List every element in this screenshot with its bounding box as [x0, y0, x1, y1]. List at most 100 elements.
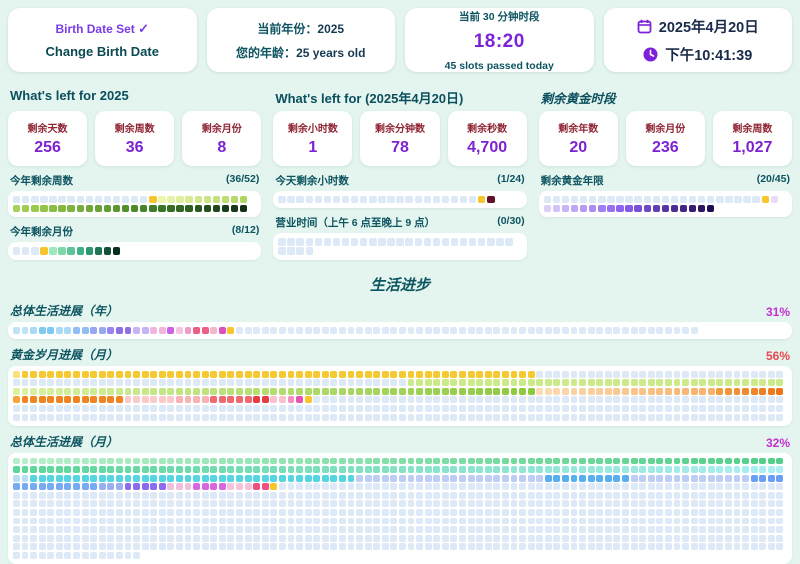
grid-square: [716, 457, 724, 465]
grid-square: [218, 370, 226, 378]
grid-square: [313, 379, 321, 387]
grid-square: [253, 413, 261, 421]
grid-square: [167, 405, 175, 412]
stat-minutes-remaining: 剩余分钟数 78: [360, 111, 440, 166]
grid-square: [742, 396, 750, 404]
grid-square: [767, 405, 775, 412]
grid-square: [167, 396, 175, 404]
grid-square: [287, 526, 295, 534]
grid-square: [476, 543, 484, 551]
grid-square: [150, 379, 158, 387]
grid-square: [236, 543, 243, 551]
grid-square: [133, 534, 140, 542]
grid-square: [338, 466, 346, 473]
grid-square: [287, 396, 295, 404]
grid-square: [604, 405, 612, 412]
grid-square: [467, 526, 475, 534]
grid-square: [724, 457, 732, 465]
grid-square: [416, 466, 424, 473]
grid-square: [622, 396, 629, 404]
grid-square: [390, 534, 398, 542]
grid-square: [519, 483, 526, 491]
grid-square: [767, 534, 775, 542]
grid-square: [519, 509, 526, 516]
grid-square: [553, 405, 561, 412]
grid-square: [587, 387, 595, 395]
grid-square: [364, 526, 372, 534]
grid-square: [330, 491, 338, 499]
grid-square: [270, 396, 278, 404]
grid-square: [201, 534, 209, 542]
grid-square: [347, 405, 355, 412]
grid-square: [338, 509, 346, 516]
grid-square: [107, 326, 115, 334]
grid-square: [287, 238, 295, 246]
grid-square: [450, 379, 458, 387]
grid-square: [30, 551, 38, 559]
grid-square: [407, 491, 415, 499]
grid-square: [604, 509, 612, 516]
grid-square: [752, 196, 760, 204]
grid-square: [313, 509, 321, 516]
grid-square: [381, 491, 389, 499]
grid-square: [467, 457, 475, 465]
grid-square: [716, 396, 724, 404]
grid-square: [390, 379, 398, 387]
grid-square: [201, 457, 209, 465]
grid-square: [253, 405, 261, 412]
grid-square: [493, 491, 501, 499]
grid-square: [767, 457, 775, 465]
grid-square: [133, 491, 140, 499]
grid-square: [562, 326, 569, 334]
grid-square: [625, 205, 633, 213]
grid-square: [124, 413, 132, 421]
grid-square: [218, 396, 226, 404]
grid-square: [227, 526, 235, 534]
grid-square: [203, 205, 212, 213]
grid-square: [510, 491, 518, 499]
grid-square: [510, 483, 518, 491]
grid-square: [321, 326, 329, 334]
grid-square: [210, 491, 218, 499]
grid-square: [253, 483, 261, 491]
grid-square: [390, 370, 398, 378]
grid-square: [115, 387, 123, 395]
grid-square: [613, 326, 621, 334]
grid-square: [167, 534, 175, 542]
grid-square: [112, 247, 121, 255]
grid-square: [323, 238, 332, 246]
grid-square: [304, 387, 312, 395]
grid-square: [664, 326, 672, 334]
grid-square: [493, 517, 501, 525]
grid-square: [579, 491, 587, 499]
grid-square: [133, 483, 140, 491]
grid-square: [193, 457, 201, 465]
grid-square: [570, 396, 578, 404]
grid-square: [121, 196, 130, 204]
grid-square: [399, 413, 406, 421]
change-birth-date-button[interactable]: Change Birth Date: [45, 44, 159, 59]
grid-square: [141, 326, 149, 334]
grid-square: [236, 509, 243, 516]
grid-square: [81, 517, 89, 525]
grid-square: [776, 413, 784, 421]
grid-square: [236, 405, 243, 412]
grid-square: [776, 526, 784, 534]
grid-square: [30, 491, 38, 499]
stat-value: 1: [308, 139, 318, 156]
grid-square: [450, 396, 458, 404]
grid-square: [519, 370, 526, 378]
grid-square: [30, 457, 38, 465]
grid-square: [647, 526, 655, 534]
grid-square: [742, 483, 750, 491]
grid-square: [467, 534, 475, 542]
grid-square: [141, 370, 149, 378]
grid-square: [85, 247, 94, 255]
grid-square: [218, 517, 226, 525]
grid-square: [441, 483, 449, 491]
grid-square: [622, 509, 629, 516]
grid-square: [81, 543, 89, 551]
grid-square: [373, 543, 381, 551]
grid-square: [776, 509, 784, 516]
grid-square: [347, 326, 355, 334]
